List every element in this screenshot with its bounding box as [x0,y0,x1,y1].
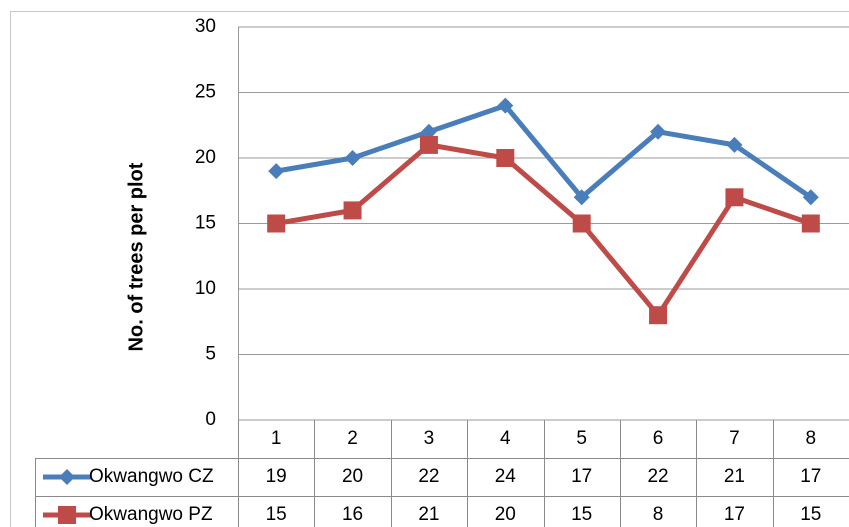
marker [419,135,438,154]
line [275,103,813,200]
marker [496,149,515,167]
y-axis-title: No. of trees per plot [125,162,147,351]
y-tick-label: 5 [205,344,216,365]
marker [572,214,591,233]
table-value: 20 [342,466,363,487]
legend-label: Okwangwo PZ [89,504,213,525]
x-tick-label: 8 [806,428,817,449]
marker [802,189,819,206]
table-value: 8 [653,504,664,525]
y-tick-label: 15 [195,213,216,234]
table-value: 15 [266,504,287,525]
x-tick-label: 2 [347,428,358,449]
y-tick-label: 30 [195,16,216,37]
y-tick-label: 20 [195,147,216,168]
marker [649,306,668,325]
marker [420,123,437,140]
table-value: 21 [724,466,745,487]
legend-label: Okwangwo CZ [89,466,214,487]
y-tick-label: 10 [195,278,216,299]
marker [573,189,590,206]
x-tick-label: 6 [653,428,664,449]
table-value: 15 [571,504,592,525]
x-tick-label: 3 [424,428,435,449]
table-value: 21 [418,504,439,525]
marker [726,136,743,153]
x-tick-label: 5 [576,428,587,449]
marker [344,150,361,166]
table-value: 20 [495,504,516,525]
marker [725,188,744,207]
table-value: 17 [800,466,821,487]
table-value: 15 [800,504,821,525]
marker [343,201,362,220]
x-tick-label: 4 [500,428,511,449]
marker [268,163,285,180]
table-value: 16 [342,504,363,525]
table-value: 17 [724,504,745,525]
marker [801,214,820,233]
line [275,142,812,318]
table-value: 24 [495,466,517,487]
y-tick-label: 25 [195,82,216,103]
table-value: 17 [571,466,592,487]
marker [58,506,76,524]
y-tick-label: 0 [205,409,216,430]
table-value: 19 [266,466,287,487]
x-tick-label: 7 [729,428,740,449]
x-tick-label: 1 [271,428,282,449]
marker [59,469,75,485]
marker [497,97,514,114]
table-value: 22 [647,466,668,487]
chart-frame [10,11,849,527]
table-value: 22 [418,466,439,487]
marker [650,123,667,140]
marker [267,214,286,233]
